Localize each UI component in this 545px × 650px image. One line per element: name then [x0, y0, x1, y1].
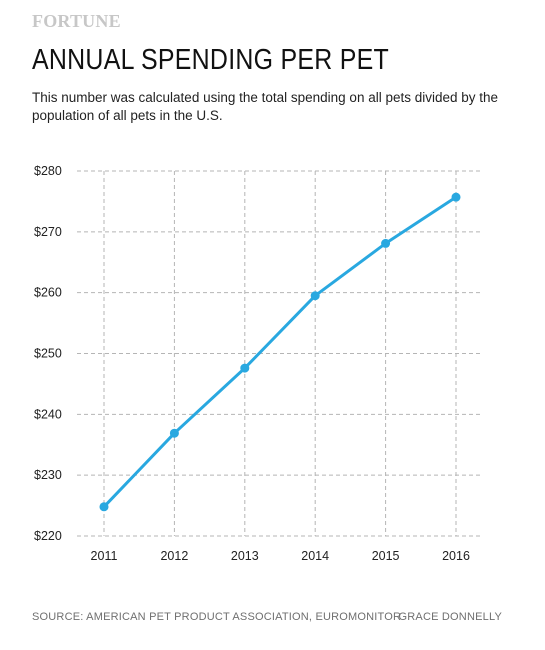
grid-layer: [77, 170, 480, 537]
data-point: [169, 428, 179, 438]
y-tick-label: $280: [34, 164, 62, 178]
x-tick-label: 2012: [160, 549, 188, 563]
y-tick-label: $240: [34, 407, 62, 421]
data-point: [240, 363, 250, 373]
line-chart: $220$230$240$250$260$270$280 2011 2012 201…: [34, 164, 480, 563]
x-tick-label: 2015: [372, 549, 400, 563]
data-point: [310, 291, 320, 301]
data-point: [99, 502, 109, 512]
brand-logo: FORTUNE: [32, 11, 121, 31]
chart-title: ANNUAL SPENDING PER PET: [32, 44, 390, 76]
x-tick-label: 2011: [91, 549, 118, 563]
x-axis-ticks: 2011 2012 2013 2014 2015 2016: [91, 549, 470, 563]
y-tick-label: $260: [34, 286, 62, 300]
y-axis-ticks: $220 $230 $240 $250 $260 $270 $280: [34, 164, 62, 543]
series-layer: [99, 192, 461, 512]
y-tick-label: $220: [34, 529, 62, 543]
x-tick-label: 2016: [442, 549, 470, 563]
credit-note: GRACE DONNELLY: [398, 611, 502, 623]
y-tick-label: $250: [34, 347, 62, 361]
source-note: SOURCE: AMERICAN PET PRODUCT ASSOCIATION…: [32, 611, 402, 623]
data-point: [451, 192, 461, 202]
chart-subtitle: This number was calculated using the tot…: [32, 90, 499, 123]
y-tick-label: $230: [34, 468, 62, 482]
series-line: [102, 195, 458, 509]
x-tick-label: 2014: [301, 549, 329, 563]
x-tick-label: 2013: [231, 549, 259, 563]
data-point: [381, 238, 391, 248]
y-tick-label: $270: [34, 225, 62, 239]
